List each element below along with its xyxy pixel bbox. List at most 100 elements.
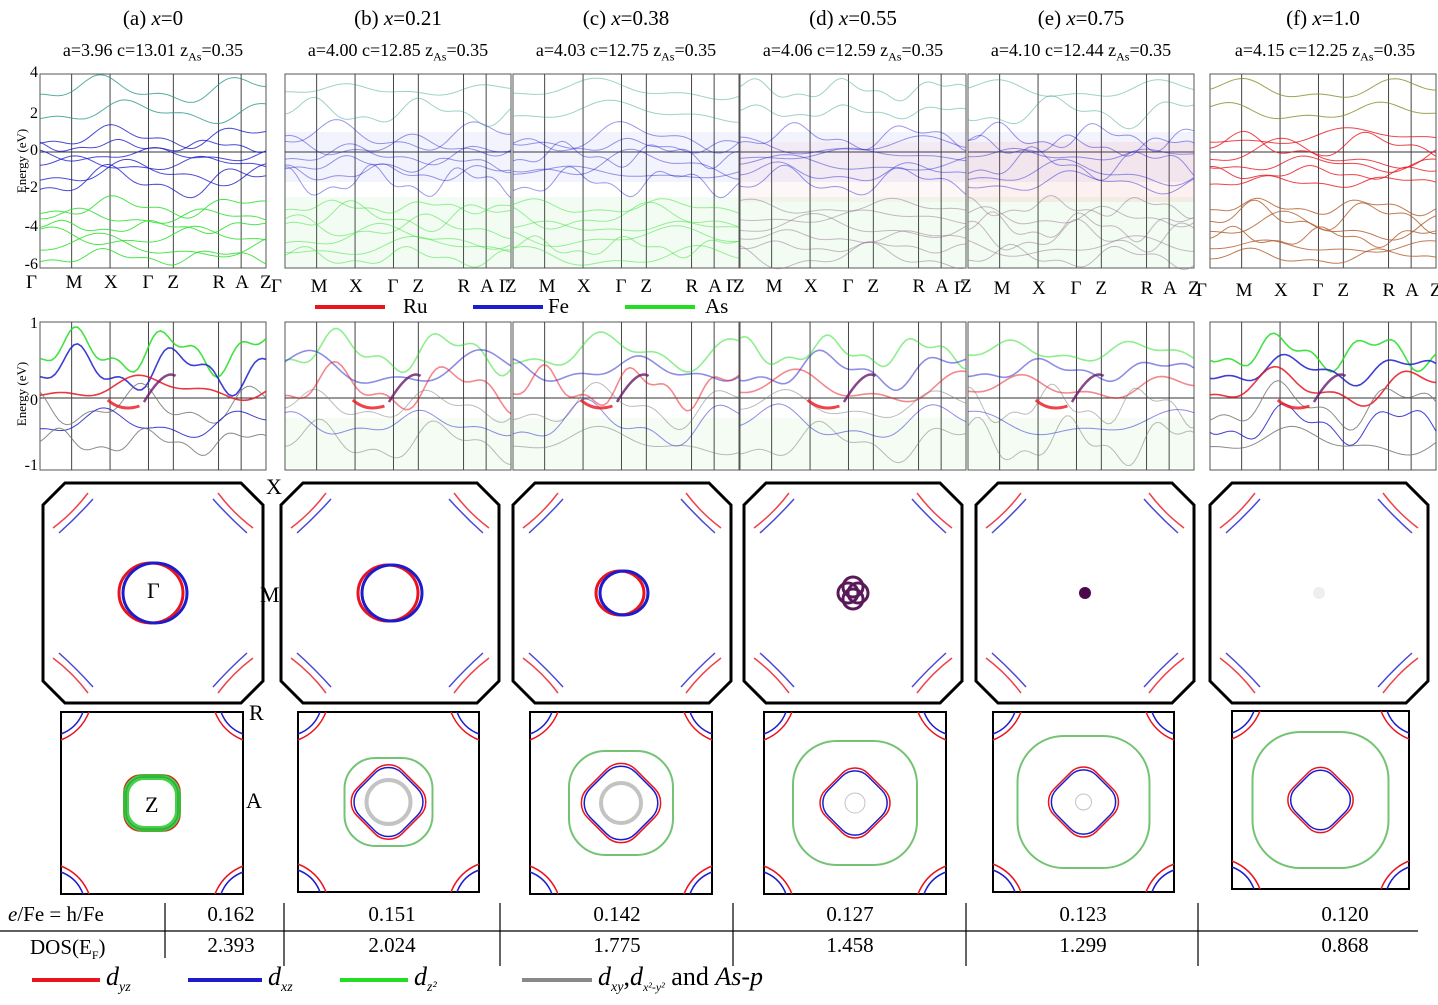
fermi-surface-kzpi <box>297 711 480 893</box>
hole-pocket-dxz <box>121 561 189 625</box>
fermi-surface-kz0 <box>742 481 964 705</box>
electron-pocket <box>763 711 793 741</box>
electron-pocket <box>1382 657 1419 694</box>
electron-pocket <box>220 871 244 895</box>
band-line <box>512 220 740 232</box>
electron-pocket <box>1231 710 1261 740</box>
band-ytick: 2 <box>30 105 38 122</box>
band-line <box>739 334 967 370</box>
bz-label-z: Z <box>145 792 159 817</box>
as-weight-blur <box>513 197 739 267</box>
kpoint-label: Z <box>167 272 179 293</box>
band-line <box>739 420 967 464</box>
hole-pocket <box>836 581 860 605</box>
band-line <box>284 163 512 182</box>
bz-boundary <box>60 711 244 895</box>
band-frame <box>512 73 740 269</box>
electron-pocket <box>58 652 94 688</box>
band-line <box>1209 225 1437 249</box>
electron-pocket <box>1151 711 1175 735</box>
kpoint-label: M <box>993 278 1011 299</box>
electron-pocket <box>680 498 716 534</box>
fe-weight-blur <box>513 132 739 182</box>
kpoint-label: R <box>457 276 471 297</box>
kpoint-label: M <box>310 276 328 297</box>
band-line <box>739 104 967 120</box>
band-line <box>284 199 512 215</box>
panel-title: (d) x=0.55 <box>809 6 897 30</box>
band-line <box>967 147 1195 161</box>
band-line <box>739 209 967 225</box>
electron-pocket <box>759 652 795 688</box>
band-line <box>739 147 967 162</box>
band-line <box>1209 239 1437 253</box>
electron-pocket <box>1231 860 1261 890</box>
band-line <box>1209 137 1437 169</box>
electron-pocket <box>1148 657 1185 694</box>
band-line <box>1209 101 1437 120</box>
electron-pocket <box>52 492 89 529</box>
band-ytick: -6 <box>24 256 38 273</box>
kpoint-label: Z <box>1095 278 1107 299</box>
kpoint-label: R <box>212 272 226 293</box>
kpoint-label: Z <box>412 276 424 297</box>
electron-pocket <box>290 492 327 529</box>
electron-pocket <box>923 711 947 735</box>
electron-pocket <box>296 652 332 688</box>
band-line <box>284 222 512 250</box>
band-line <box>1209 332 1437 373</box>
zoom-panel <box>39 321 267 471</box>
band-line <box>284 133 512 157</box>
fermi-surface-kzpi <box>1231 710 1410 890</box>
band-line <box>39 158 267 187</box>
hole-pocket-dxz <box>353 766 424 838</box>
ru-dyz-band <box>806 398 840 410</box>
electron-pocket <box>529 865 559 895</box>
band-line <box>1209 210 1437 241</box>
electron-pocket <box>753 492 790 529</box>
electron-pocket <box>992 863 1022 893</box>
mixed-band <box>142 373 177 403</box>
ru-dyz-band <box>579 398 613 410</box>
lattice-params: a=4.10 c=12.44 zAs=0.35 <box>990 40 1172 64</box>
electron-pocket <box>52 657 89 694</box>
band-line <box>284 245 512 268</box>
kpoint-label: Z <box>1188 278 1200 299</box>
band-line <box>512 381 740 431</box>
band-line <box>39 147 267 162</box>
kpoint-label: Γ <box>271 276 282 297</box>
band-line <box>967 409 1195 436</box>
band-line <box>39 74 267 103</box>
band-line <box>967 235 1195 257</box>
kpoint-label: Z <box>733 276 745 297</box>
table-cell-eh: 0.123 <box>1059 902 1107 926</box>
electron-pocket <box>916 657 953 694</box>
electron-pocket <box>212 652 248 688</box>
ru-dyz-band <box>106 398 140 410</box>
band-line <box>739 349 967 392</box>
band-line <box>39 207 267 224</box>
legend-dyz: dyz <box>106 962 131 996</box>
kpoint-label: M <box>538 276 556 297</box>
kpoint-label: Γ <box>1196 280 1207 301</box>
fermi-surface-kz0 <box>279 481 501 705</box>
band-line <box>512 166 740 199</box>
lattice-params: a=4.06 c=12.59 zAs=0.35 <box>762 40 944 64</box>
band-line <box>40 232 267 258</box>
table-row2-label: DOS(EF) <box>30 935 106 963</box>
dz2-pocket <box>123 774 181 832</box>
table-cell-dos: 1.775 <box>593 933 641 957</box>
ru-dyz-band <box>1276 398 1310 410</box>
fermi-surface-kz0 <box>1208 481 1430 705</box>
dxy-pocket <box>844 792 866 814</box>
electron-pocket <box>680 652 716 688</box>
bz-boundary <box>41 481 265 705</box>
electron-pocket <box>212 498 248 534</box>
zoom-ytick: -1 <box>24 457 38 474</box>
table-cell-eh: 0.162 <box>207 902 255 926</box>
band-line <box>967 79 1195 97</box>
band-line <box>512 148 740 180</box>
band-line <box>284 235 512 255</box>
band-line <box>39 155 267 171</box>
